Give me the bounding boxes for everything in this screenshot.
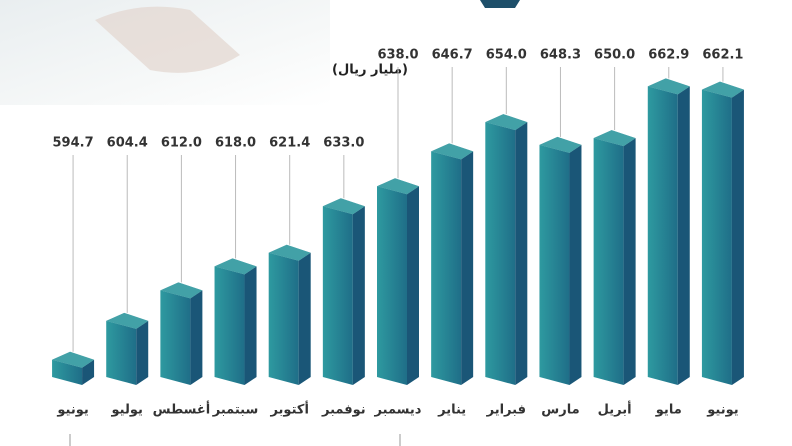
bar-side [190,290,203,385]
x-tick-label: أكتوبر [269,401,308,418]
bar-side [731,89,744,385]
value-label: 662.1 [702,48,743,63]
value-label: 594.7 [53,136,94,151]
bar-top-highlight [539,136,582,153]
x-tick-label: يوليو [111,403,143,418]
bar-top-highlight [322,198,365,215]
bar [377,178,419,385]
bar [268,244,311,385]
bar-front [52,359,83,385]
x-tick-label: ديسمبر [374,403,422,418]
bar-front [106,320,137,385]
bar-side [298,252,311,385]
bar-front [485,122,516,386]
bar-front [593,138,624,385]
bar-top-highlight [701,81,744,98]
bar-side [569,144,582,385]
value-label: 648.3 [540,48,581,63]
bar-top-highlight [160,282,203,299]
bar-top-highlight [431,143,474,160]
value-label: 646.7 [432,48,473,63]
value-label: 633.0 [323,136,364,151]
bar [593,130,636,385]
bar-front [160,290,191,385]
bar-front [539,144,570,385]
bar-front [322,206,353,385]
bar-front [377,186,407,385]
bar-top-highlight [377,178,419,195]
hand-shape [95,6,240,73]
x-tick-label: أغسطس [153,401,211,418]
bar [160,282,203,385]
x-tick-label: يناير [437,403,466,418]
bar-top-highlight [214,258,257,275]
value-label: 612.0 [161,136,202,151]
bar-front [701,89,732,385]
bar-side [136,320,149,385]
bar-top-highlight [106,312,149,329]
value-label: 604.4 [107,136,148,151]
bar-top-highlight [268,244,311,261]
bar [431,143,474,385]
x-tick-label: يونيو [56,403,88,418]
bar-side [623,138,636,385]
bar-side [244,266,257,385]
header-shape [480,0,520,8]
bar-side [352,206,365,385]
bar [539,136,582,385]
bar-top-highlight [647,78,690,95]
bar-front [647,86,678,386]
bar-top-highlight [593,130,636,147]
bar-top-highlight [52,351,95,368]
x-tick-label: فبراير [486,403,526,418]
bar [52,351,95,385]
bar [214,258,257,385]
x-tick-label: مارس [541,403,579,418]
bar [485,114,528,386]
value-label: 662.9 [648,48,689,63]
x-tick-label: أبريل [598,401,632,418]
value-label: 621.4 [269,136,310,151]
bar-top-highlight [485,114,528,131]
bar [322,198,365,385]
bar-side [677,86,690,386]
value-label: 638.0 [377,48,418,63]
bar-side [82,359,95,385]
bar-front [214,266,245,385]
bar-front [431,151,462,385]
value-label: 618.0 [215,136,256,151]
x-tick-label: مايو [655,403,682,418]
unit-label: (مليار ريال) [332,63,408,78]
bar-front [268,252,299,385]
bar [701,81,744,385]
bar [647,78,690,386]
bar [106,312,149,385]
bar-side [407,186,419,385]
value-label: 654.0 [486,48,527,63]
x-tick-label: يونيو [706,403,738,418]
value-label: 650.0 [594,48,635,63]
x-tick-label: نوفمبر [321,403,366,418]
bar-side [461,151,474,385]
bar-side [515,122,528,386]
x-tick-label: سبتمبر [212,403,259,418]
